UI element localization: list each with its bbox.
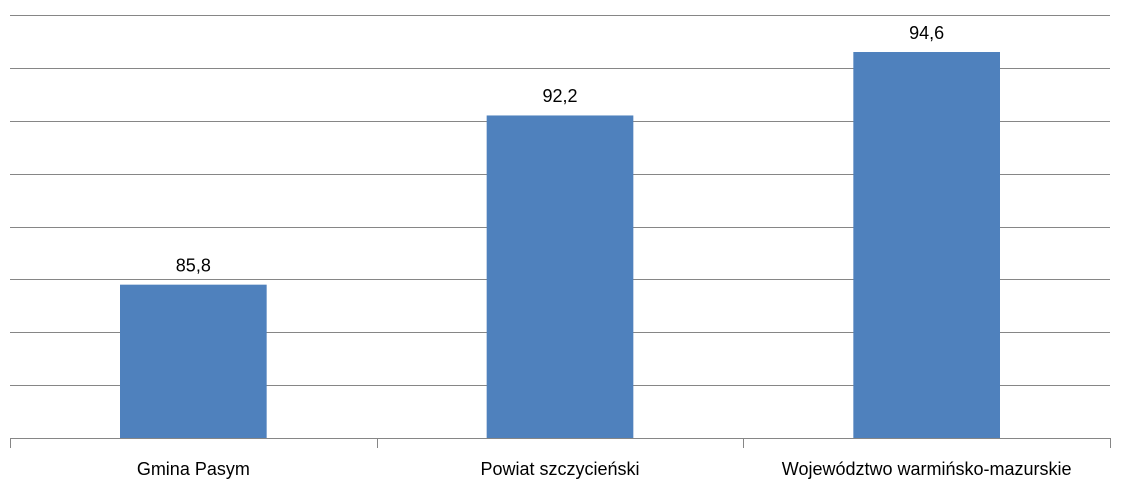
data-label: 92,2 [542, 86, 577, 106]
bar [853, 52, 1000, 438]
x-tick-label: Gmina Pasym [137, 459, 250, 479]
bar [486, 115, 634, 439]
x-tick-label: Województwo warmińsko-mazurskie [782, 459, 1072, 479]
data-label: 94,6 [909, 23, 944, 43]
bar [120, 284, 267, 438]
x-tick-label: Powiat szczycieński [480, 459, 639, 479]
data-label: 85,8 [176, 255, 211, 275]
